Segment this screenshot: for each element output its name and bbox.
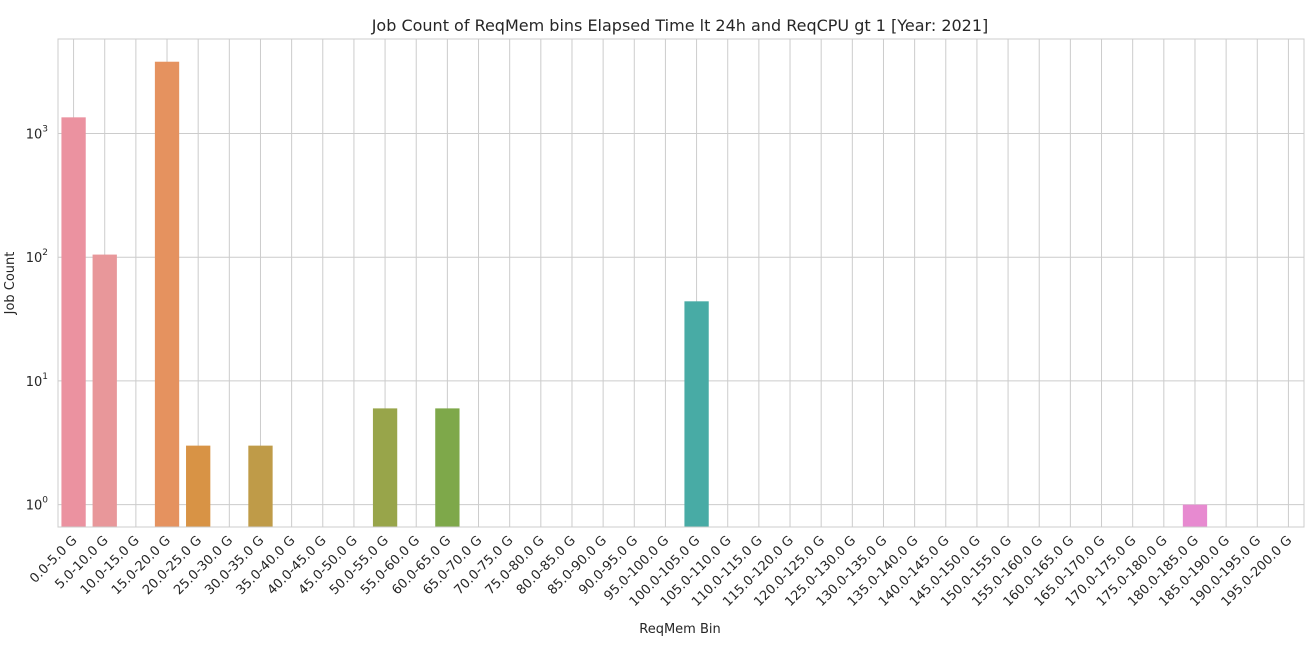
y-tick-label: 100 [26, 496, 49, 514]
y-tick-label: 103 [26, 124, 48, 142]
bar [372, 408, 398, 527]
bar [248, 445, 273, 527]
bar [1182, 504, 1208, 527]
y-axis-label: Job Count [3, 252, 18, 316]
x-axis-label: ReqMem Bin [639, 622, 720, 637]
bar [61, 117, 86, 527]
grid-lines [58, 39, 1304, 527]
bar [92, 254, 117, 527]
x-tick-labels: 0.0-5.0 G5.0-10.0 G10.0-15.0 G15.0-20.0 … [27, 533, 1295, 610]
bar [684, 301, 709, 527]
bar [435, 408, 460, 527]
bar [154, 61, 180, 527]
y-tick-label: 101 [26, 372, 48, 390]
bar [186, 445, 211, 527]
chart-title: Job Count of ReqMem bins Elapsed Time lt… [371, 16, 989, 35]
y-tick-labels: 100 101 102 103 [26, 124, 49, 513]
y-tick-label: 102 [26, 248, 48, 266]
plot-frame [57, 38, 1305, 528]
bars [61, 61, 1208, 527]
